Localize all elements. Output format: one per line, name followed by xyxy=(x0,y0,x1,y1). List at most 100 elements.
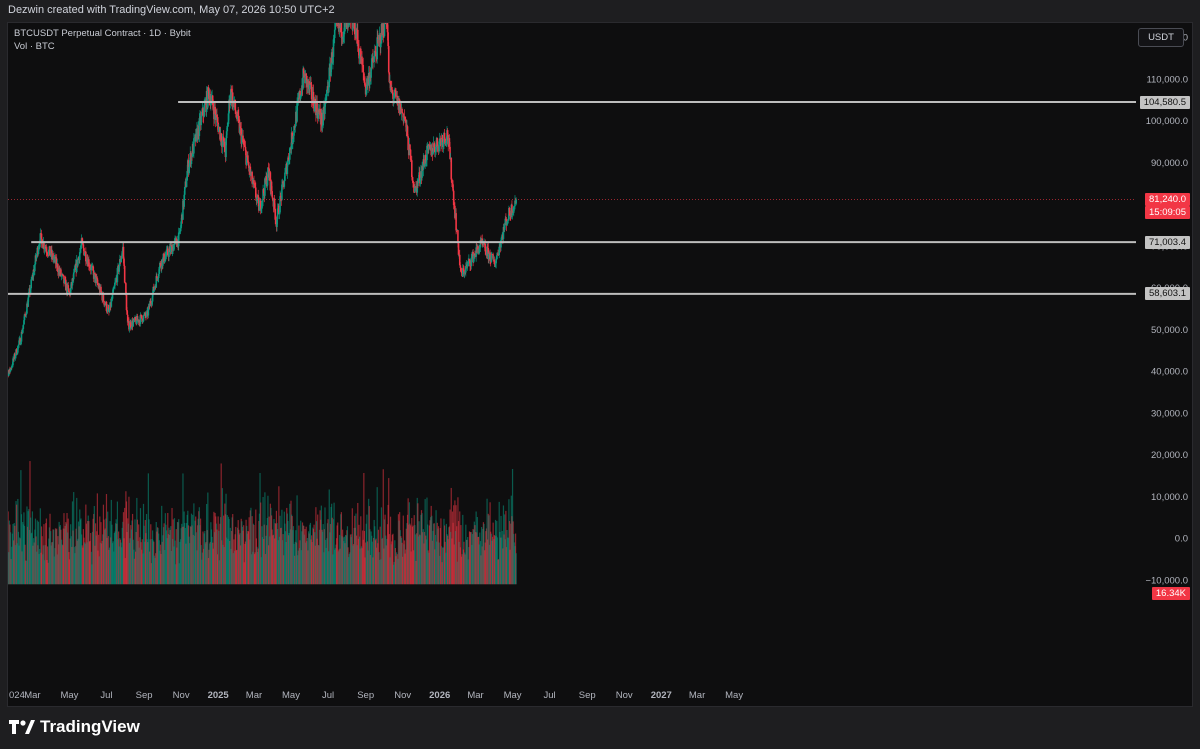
volume-bar xyxy=(371,541,373,585)
candle-body xyxy=(502,227,505,239)
candle-body xyxy=(166,248,169,255)
candle-body xyxy=(92,266,94,271)
volume-bar xyxy=(460,556,463,585)
volume-bar xyxy=(22,522,24,585)
volume-bar xyxy=(491,536,494,585)
volume-bar xyxy=(204,543,207,585)
volume-bar xyxy=(396,554,398,585)
candle-body xyxy=(96,278,99,284)
candle-body xyxy=(440,137,443,146)
volume-bar xyxy=(80,534,83,585)
volume-bar xyxy=(190,513,193,585)
volume-bar xyxy=(415,560,417,585)
candle-body xyxy=(426,145,428,161)
volume-bar xyxy=(220,463,222,585)
volume-bar xyxy=(160,553,162,585)
volume-bar xyxy=(494,519,497,585)
symbol-title[interactable]: BTCUSDT Perpetual Contract · 1D · Bybit xyxy=(14,28,191,39)
candle-body xyxy=(472,256,475,263)
candle-body xyxy=(20,341,22,345)
volume-bar xyxy=(402,515,404,585)
volume-bar xyxy=(289,529,291,585)
volume-bar xyxy=(432,530,434,585)
volume-bar xyxy=(33,538,35,585)
volume-bar xyxy=(499,531,501,585)
volume-bar xyxy=(76,497,78,585)
candle-body xyxy=(68,288,70,292)
volume-bar xyxy=(136,519,139,585)
candle-body xyxy=(163,253,165,263)
volume-bar xyxy=(218,530,220,585)
volume-bar xyxy=(471,544,473,585)
volume-bar xyxy=(224,514,227,585)
volume-bar xyxy=(185,543,187,585)
candle-body xyxy=(120,259,122,263)
candle-body xyxy=(455,213,457,231)
level-label-support: 58,603.1 xyxy=(1145,287,1190,301)
candle-body xyxy=(209,95,212,106)
volume-bar xyxy=(292,526,295,585)
volume-bar xyxy=(470,532,472,585)
volume-bar xyxy=(310,539,312,585)
candle-body xyxy=(88,259,90,267)
candle-body xyxy=(116,268,119,283)
volume-bar xyxy=(365,542,367,585)
candle-body xyxy=(18,340,20,345)
volume-bar xyxy=(217,516,219,585)
volume-bar xyxy=(264,492,266,585)
volume-bar xyxy=(122,521,124,585)
volume-bar xyxy=(274,538,276,585)
volume-bar xyxy=(45,523,47,585)
volume-bar xyxy=(385,535,387,585)
candle-body xyxy=(78,252,81,261)
volume-bar xyxy=(27,511,29,585)
volume-bar xyxy=(280,528,282,585)
candle-body xyxy=(200,115,202,126)
volume-bar xyxy=(443,525,446,585)
candle-body xyxy=(258,197,260,211)
volume-bar xyxy=(184,527,186,585)
candle-body xyxy=(141,318,144,322)
volume-bar xyxy=(55,529,57,585)
volume-bar xyxy=(394,548,397,585)
volume-bar xyxy=(427,550,429,585)
price-axis-tick: −10,000.0 xyxy=(1145,575,1188,586)
volume-bar xyxy=(105,494,108,585)
volume-bar xyxy=(32,545,34,585)
chart-pane[interactable]: BTCUSDT Perpetual Contract · 1D · Bybit … xyxy=(7,22,1193,707)
volume-bar xyxy=(108,547,111,585)
volume-bar xyxy=(51,542,54,585)
candle-body xyxy=(66,285,69,294)
volume-bar xyxy=(62,545,64,585)
candle-body xyxy=(372,61,375,63)
volume-bar xyxy=(363,531,366,585)
volume-bar xyxy=(311,535,313,585)
candle-body xyxy=(451,179,453,183)
candle-body xyxy=(226,125,229,132)
candle-body xyxy=(435,144,437,152)
volume-indicator-title[interactable]: Vol · BTC xyxy=(14,41,55,52)
candle-body xyxy=(291,132,294,143)
candle-body xyxy=(434,151,437,153)
volume-bar xyxy=(249,510,251,585)
price-axis-tick: 90,000.0 xyxy=(1151,158,1188,169)
volume-bar xyxy=(351,534,353,585)
volume-bar xyxy=(477,536,479,585)
candle-body xyxy=(16,352,19,355)
currency-unit-button[interactable]: USDT xyxy=(1138,28,1184,47)
volume-bar xyxy=(433,523,435,585)
volume-bar xyxy=(352,545,354,585)
candle-body xyxy=(105,301,108,311)
volume-bar xyxy=(401,542,403,585)
volume-bar xyxy=(130,529,132,585)
candle-body xyxy=(396,95,399,100)
volume-bar xyxy=(285,541,287,585)
volume-bar xyxy=(261,526,263,585)
price-chart[interactable]: 130,000.0120,000.0110,000.0100,000.090,0… xyxy=(8,23,1193,707)
volume-bar xyxy=(226,515,228,585)
volume-bar xyxy=(445,523,447,585)
volume-bar xyxy=(100,522,102,585)
volume-bar xyxy=(305,526,307,585)
tradingview-logo[interactable]: TradingView xyxy=(9,716,140,738)
volume-bar xyxy=(395,556,397,585)
